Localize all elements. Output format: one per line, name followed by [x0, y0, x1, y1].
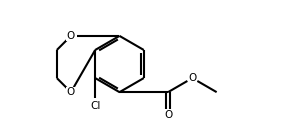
Text: Cl: Cl	[90, 101, 100, 111]
Text: O: O	[67, 87, 75, 97]
Text: O: O	[164, 110, 172, 120]
Text: O: O	[188, 73, 196, 83]
Text: O: O	[67, 31, 75, 41]
